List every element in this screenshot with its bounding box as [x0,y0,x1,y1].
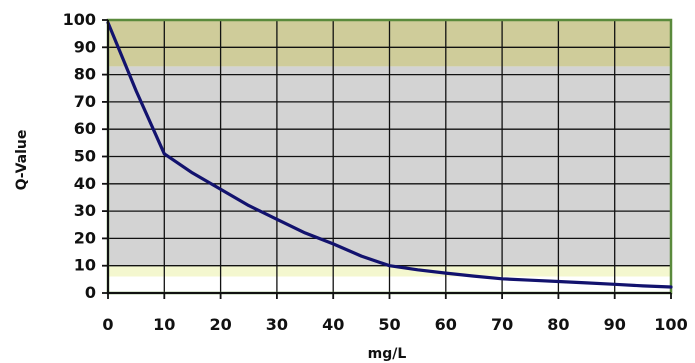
x-tick-label: 90 [604,315,626,334]
x-tick-label: 20 [209,315,231,334]
y-tick-label: 20 [74,228,96,247]
x-tick-label: 40 [322,315,344,334]
y-tick-label: 50 [74,147,96,166]
x-tick-label: 0 [102,315,113,334]
y-tick-label: 10 [74,256,96,275]
y-tick-label: 100 [63,10,96,29]
y-tick-label: 60 [74,119,96,138]
y-tick-label: 90 [74,37,96,56]
y-tick-label: 30 [74,201,96,220]
y-axis-title: Q-Value [14,130,30,191]
series-lines [106,21,673,289]
y-tick-label: 40 [74,174,96,193]
x-tick-label: 30 [266,315,288,334]
x-axis-title: mg/L [368,346,407,362]
x-tick-label: 100 [654,315,687,334]
y-tick-label: 80 [74,65,96,84]
x-tick-label: 70 [491,315,513,334]
x-tick-label: 50 [378,315,400,334]
y-tick-label: 0 [85,283,96,302]
x-tick-label: 60 [435,315,457,334]
y-tick-label: 70 [74,92,96,111]
x-tick-label: 80 [547,315,569,334]
x-tick-label: 10 [153,315,175,334]
axes [102,19,672,299]
series-line-0 [106,21,673,289]
